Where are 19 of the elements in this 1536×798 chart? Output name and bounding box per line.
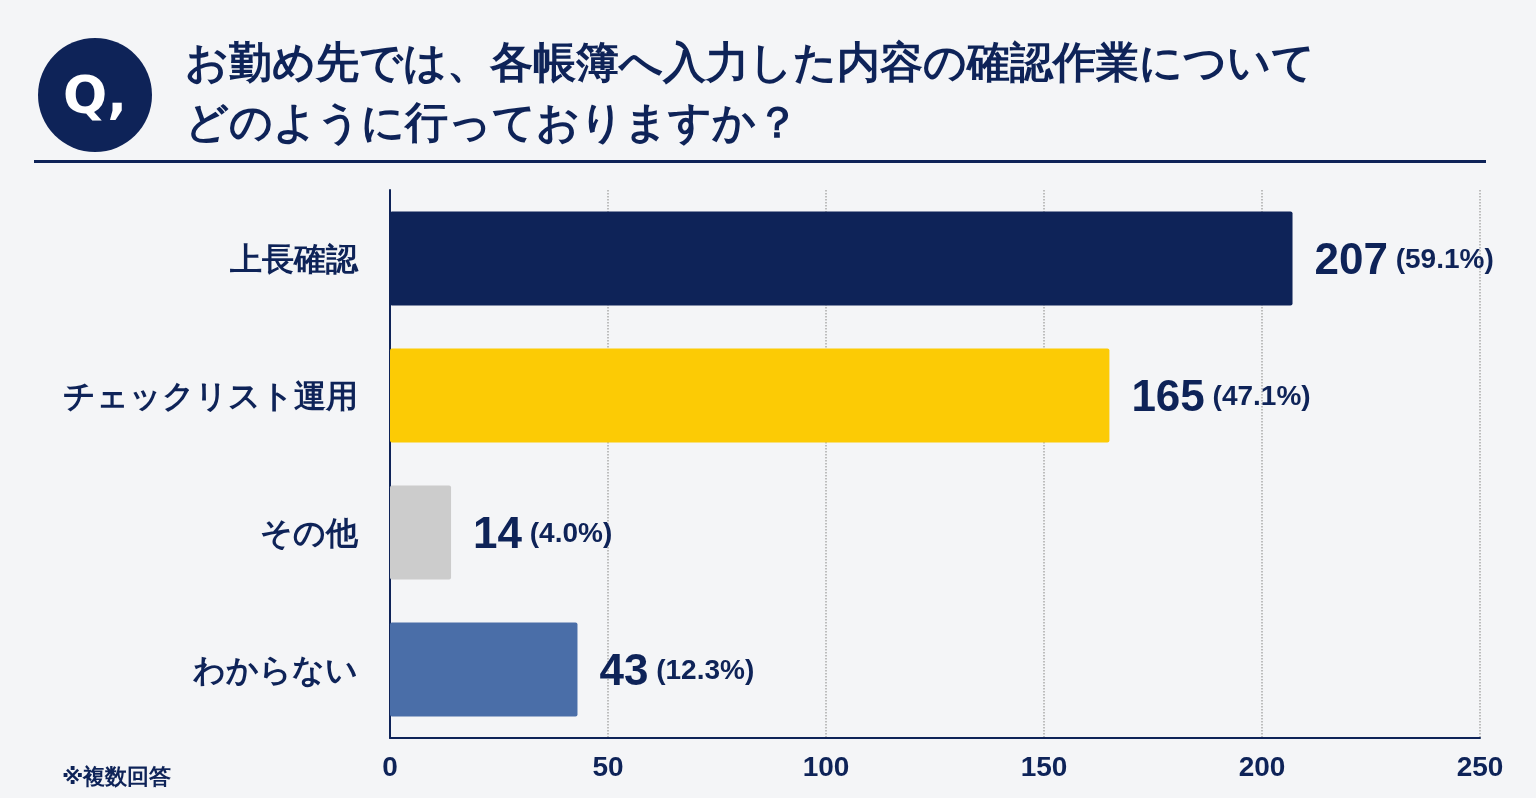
data-label: 207 (59.1%): [1314, 234, 1494, 283]
y-tick-label: 上長確認: [229, 240, 359, 277]
data-label: 14 (4.0%): [473, 508, 613, 557]
x-tick-label: 100: [802, 750, 850, 782]
x-tick-label: 200: [1238, 750, 1286, 782]
x-tick-label: 50: [592, 750, 624, 782]
chart-title: お勤め先では、各帳簿へ入力した内容の確認作業についてどのように行っておりますか？: [185, 36, 1316, 149]
y-tick-label: その他: [260, 514, 359, 551]
data-label: 43 (12.3%): [599, 645, 755, 694]
x-tick-label: 150: [1020, 750, 1068, 782]
x-tick-label: 250: [1456, 750, 1504, 782]
bar: [390, 348, 1110, 443]
data-label: 165 (47.1%): [1131, 371, 1311, 420]
bar: [390, 485, 452, 580]
y-tick-label: チェックリスト運用: [63, 377, 358, 414]
x-tick-label: 0: [382, 750, 398, 782]
text: ※複数回答: [62, 763, 172, 791]
y-tick-label: わからない: [193, 651, 358, 688]
bar: [390, 622, 578, 717]
